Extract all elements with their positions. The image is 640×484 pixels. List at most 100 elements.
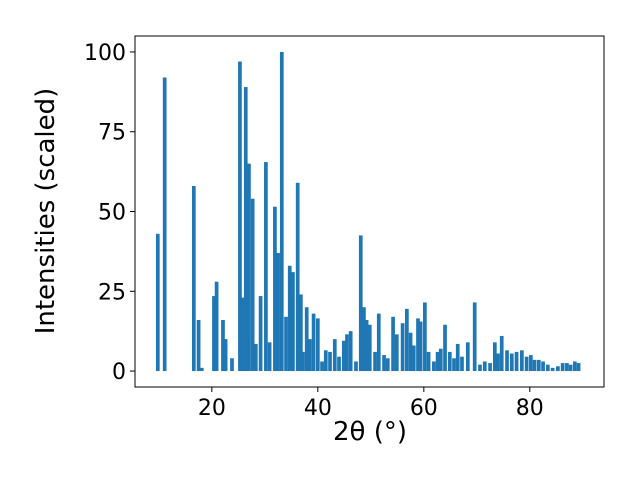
bar [385, 358, 390, 372]
bar [447, 351, 452, 372]
bar [376, 313, 381, 372]
bar [545, 364, 550, 372]
bar [532, 359, 537, 372]
y-tick-label: 100 [84, 41, 126, 66]
bar [382, 355, 386, 372]
bar [367, 324, 372, 372]
bar [348, 331, 353, 372]
bar [264, 162, 268, 372]
bar [550, 367, 555, 372]
x-tick-label: 20 [198, 396, 226, 421]
bar [576, 363, 581, 372]
bar [304, 307, 309, 372]
bar [320, 361, 324, 372]
bar [301, 351, 305, 372]
bar [541, 361, 545, 372]
bar [478, 364, 482, 372]
bar [443, 324, 447, 372]
y-tick-label: 0 [112, 360, 126, 385]
bar [287, 265, 292, 372]
bar [311, 313, 316, 372]
bar [295, 182, 300, 372]
bar [354, 361, 358, 372]
bar [465, 342, 470, 372]
bar [328, 351, 332, 372]
bar [426, 351, 431, 372]
bar [499, 335, 504, 372]
bar [514, 351, 519, 372]
bar [482, 361, 487, 372]
bar [488, 363, 492, 372]
bar [373, 351, 377, 372]
bar [460, 356, 464, 372]
bar [520, 350, 524, 372]
bar [565, 363, 569, 372]
bar [556, 366, 560, 372]
bar [253, 343, 258, 372]
bar [452, 358, 456, 372]
bar [423, 302, 427, 372]
bar [358, 235, 363, 372]
bar [416, 318, 420, 372]
bar [323, 350, 328, 372]
x-tick-label: 60 [410, 396, 438, 421]
bar [155, 233, 160, 372]
bar [308, 339, 312, 372]
bar [435, 351, 440, 372]
bar [509, 353, 514, 372]
bar [332, 339, 337, 372]
x-tick-label: 40 [304, 396, 332, 421]
bar [214, 281, 219, 372]
bar [400, 323, 405, 372]
bar [505, 350, 509, 372]
bar [162, 77, 167, 372]
bar [432, 361, 436, 372]
bar [524, 356, 529, 372]
y-tick-label: 50 [98, 201, 126, 226]
bar [418, 321, 423, 372]
bar [568, 364, 573, 372]
bar [337, 356, 341, 372]
bar [496, 353, 500, 372]
bar [273, 206, 277, 372]
bar [364, 319, 369, 372]
y-tick-label: 25 [98, 280, 126, 305]
x-tick-label: 80 [516, 396, 544, 421]
bar [191, 185, 196, 372]
bar [472, 302, 477, 372]
bar [536, 359, 541, 372]
bar [394, 334, 399, 372]
bar [247, 163, 251, 372]
y-axis-label: Intensities (scaled) [31, 88, 61, 335]
bar [299, 294, 303, 372]
bar [315, 318, 320, 372]
bar [529, 355, 533, 372]
bar [438, 348, 443, 372]
bar [362, 307, 366, 372]
bar [411, 345, 416, 372]
bar [238, 61, 242, 372]
bar [284, 316, 288, 372]
bar [341, 340, 346, 372]
bar [279, 51, 284, 372]
bar [408, 332, 413, 372]
bar [258, 296, 263, 372]
bar [276, 252, 280, 372]
y-tick-label: 75 [98, 121, 126, 146]
bar [391, 316, 395, 372]
bar [492, 342, 497, 372]
bar [250, 198, 255, 372]
bar [199, 367, 204, 372]
bar [560, 363, 565, 372]
bar [223, 339, 228, 372]
x-axis-label: 2θ (°) [333, 417, 407, 447]
bar [240, 297, 245, 372]
bar [291, 272, 295, 372]
bar [405, 308, 409, 372]
bar [345, 334, 349, 372]
bar [455, 343, 460, 372]
bar [230, 358, 234, 372]
bar [212, 296, 216, 372]
bar [221, 319, 225, 372]
bar [196, 319, 201, 372]
